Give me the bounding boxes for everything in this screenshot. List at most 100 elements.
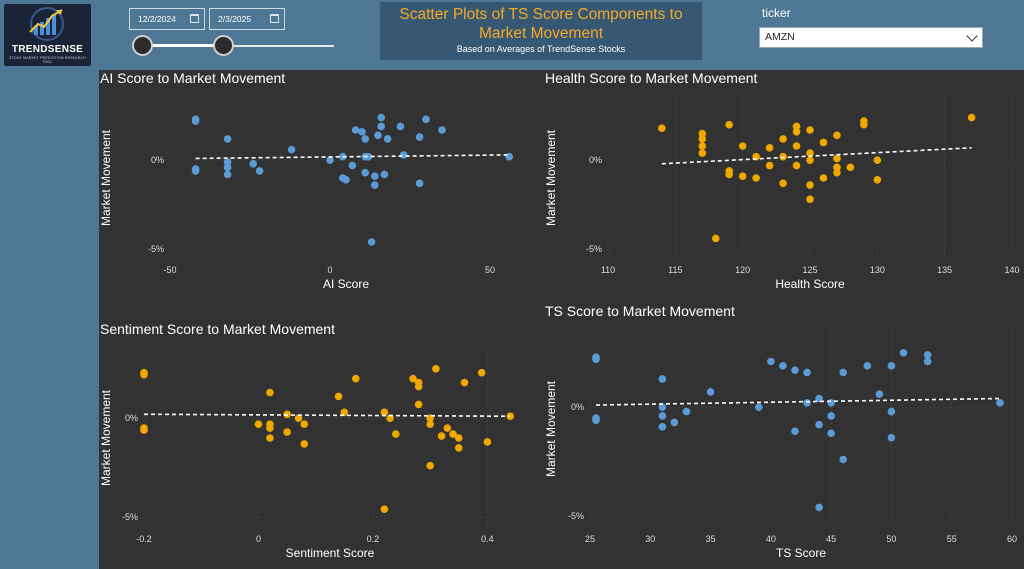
data-point[interactable] (803, 399, 811, 407)
data-point[interactable] (873, 156, 882, 165)
data-point[interactable] (140, 370, 148, 379)
data-point[interactable] (460, 378, 469, 387)
data-point[interactable] (873, 175, 882, 184)
data-point[interactable] (670, 418, 679, 427)
data-point[interactable] (887, 407, 896, 416)
data-point[interactable] (223, 158, 232, 166)
data-point[interactable] (792, 142, 801, 150)
data-point[interactable] (592, 355, 600, 364)
data-point[interactable] (658, 375, 667, 383)
data-point[interactable] (300, 420, 309, 428)
data-point[interactable] (377, 122, 386, 131)
data-point[interactable] (300, 440, 309, 448)
data-point[interactable] (755, 403, 763, 412)
data-point[interactable] (827, 429, 835, 438)
data-point[interactable] (839, 455, 847, 464)
data-point[interactable] (249, 159, 257, 168)
data-point[interactable] (361, 135, 370, 143)
data-point[interactable] (658, 423, 667, 431)
data-point[interactable] (437, 432, 446, 440)
data-point[interactable] (340, 408, 349, 417)
data-point[interactable] (255, 167, 264, 175)
data-point[interactable] (752, 174, 760, 182)
data-point[interactable] (765, 161, 774, 170)
calendar-icon[interactable] (270, 14, 279, 23)
data-point[interactable] (923, 357, 932, 366)
data-point[interactable] (803, 368, 811, 377)
data-point[interactable] (415, 179, 424, 188)
data-point[interactable] (819, 138, 828, 147)
data-point[interactable] (592, 416, 600, 425)
data-point[interactable] (191, 115, 200, 124)
data-point[interactable] (682, 407, 691, 416)
data-point[interactable] (326, 156, 334, 165)
data-point[interactable] (426, 420, 434, 428)
data-point[interactable] (351, 126, 360, 134)
data-point[interactable] (698, 142, 707, 150)
data-point[interactable] (191, 167, 200, 175)
data-point[interactable] (266, 388, 274, 397)
data-point[interactable] (380, 170, 389, 179)
data-point[interactable] (698, 149, 707, 157)
data-point[interactable] (371, 172, 379, 181)
data-point[interactable] (351, 374, 360, 383)
data-point[interactable] (725, 120, 733, 129)
data-point[interactable] (765, 143, 774, 152)
data-point[interactable] (779, 179, 787, 188)
data-point[interactable] (371, 181, 379, 189)
data-point[interactable] (380, 408, 389, 417)
data-point[interactable] (432, 364, 440, 373)
data-point[interactable] (414, 400, 423, 409)
data-point[interactable] (223, 170, 232, 179)
data-point[interactable] (711, 234, 720, 243)
data-point[interactable] (819, 174, 828, 182)
data-point[interactable] (364, 152, 373, 161)
end-date-input[interactable]: 2/3/2025 (209, 8, 285, 30)
data-point[interactable] (706, 388, 715, 396)
data-point[interactable] (334, 392, 343, 401)
data-point[interactable] (725, 170, 733, 179)
data-point[interactable] (887, 433, 896, 442)
data-point[interactable] (833, 154, 841, 163)
date-slider-end-handle[interactable] (213, 35, 234, 56)
data-point[interactable] (779, 362, 787, 370)
data-point[interactable] (505, 152, 513, 161)
data-point[interactable] (815, 420, 823, 429)
data-point[interactable] (791, 427, 799, 435)
data-point[interactable] (846, 163, 855, 172)
data-point[interactable] (367, 238, 376, 246)
data-point[interactable] (767, 357, 775, 366)
data-point[interactable] (815, 394, 823, 403)
data-point[interactable] (875, 390, 884, 398)
data-point[interactable] (792, 122, 801, 131)
start-date-input[interactable]: 12/2/2024 (129, 8, 205, 30)
data-point[interactable] (738, 142, 747, 150)
data-point[interactable] (223, 163, 232, 172)
calendar-icon[interactable] (190, 14, 199, 23)
data-point[interactable] (454, 434, 463, 442)
data-point[interactable] (477, 368, 486, 377)
data-point[interactable] (996, 399, 1004, 407)
ticker-dropdown[interactable]: AMZN (759, 27, 983, 48)
data-point[interactable] (887, 362, 896, 370)
data-point[interactable] (806, 149, 814, 157)
data-point[interactable] (806, 195, 814, 204)
data-point[interactable] (348, 161, 357, 170)
data-point[interactable] (254, 420, 263, 428)
data-point[interactable] (392, 430, 400, 438)
data-point[interactable] (443, 424, 452, 432)
data-point[interactable] (374, 131, 382, 140)
data-point[interactable] (698, 135, 707, 143)
data-point[interactable] (899, 348, 908, 357)
data-point[interactable] (658, 412, 667, 420)
data-point[interactable] (377, 113, 386, 122)
data-point[interactable] (827, 399, 835, 407)
data-point[interactable] (223, 135, 232, 143)
data-point[interactable] (140, 424, 148, 432)
data-point[interactable] (399, 151, 408, 159)
data-point[interactable] (287, 145, 296, 154)
data-point[interactable] (454, 444, 463, 452)
date-slider-track[interactable] (142, 45, 334, 47)
data-point[interactable] (358, 127, 366, 136)
data-point[interactable] (806, 156, 814, 165)
